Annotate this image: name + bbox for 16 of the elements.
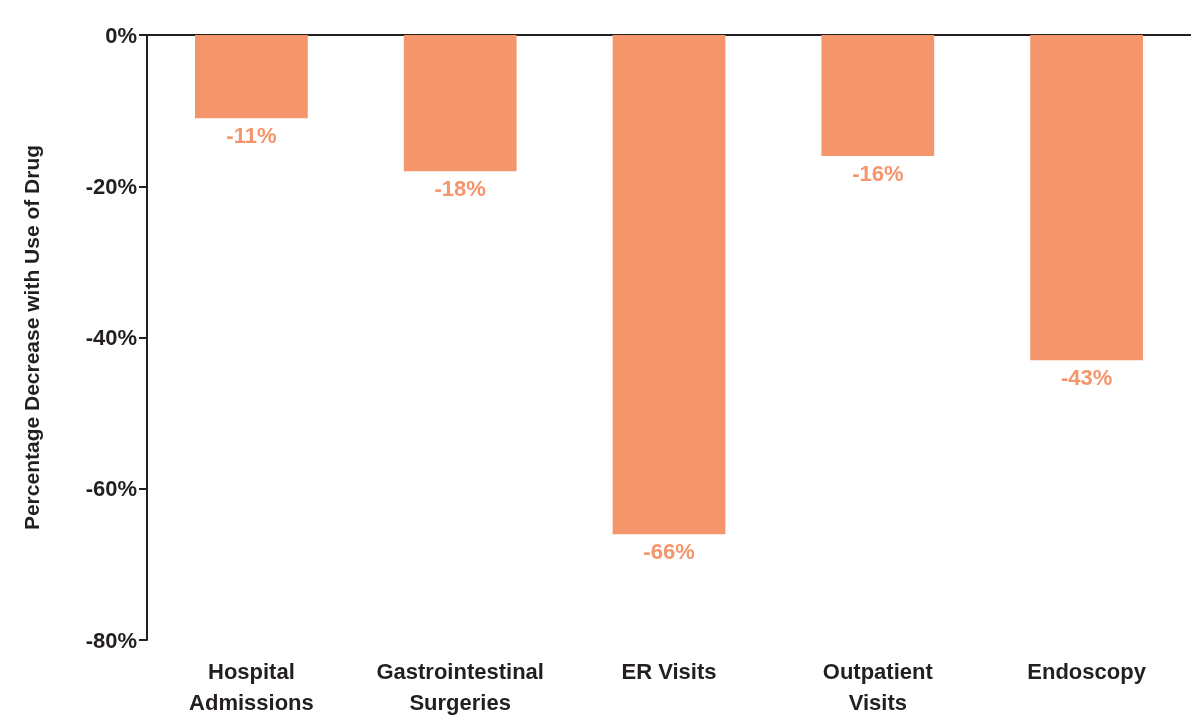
y-tick-label: -20%: [85, 173, 137, 199]
data-label: -43%: [1060, 364, 1113, 390]
y-tick-label: -80%: [85, 627, 137, 653]
y-tick-label: -40%: [85, 325, 137, 350]
x-tick-label: Gastrointestinal Surgeries: [376, 659, 544, 715]
x-tick-label: Outpatient Visits: [822, 659, 934, 715]
data-label: -11%: [226, 122, 277, 148]
x-tick-label: Hospital Admissions: [189, 659, 314, 715]
x-tick-label: ER Visits: [621, 659, 717, 684]
data-label: -16%: [852, 160, 904, 186]
y-tick-label: -60%: [85, 476, 137, 502]
x-tick-label: Endoscopy: [1027, 659, 1147, 684]
data-label: -66%: [643, 538, 695, 564]
data-label: -18%: [434, 175, 486, 201]
y-axis-title: Percentage Decrease with Use of Drug: [20, 144, 43, 531]
y-tick-label: 0%: [105, 22, 137, 48]
